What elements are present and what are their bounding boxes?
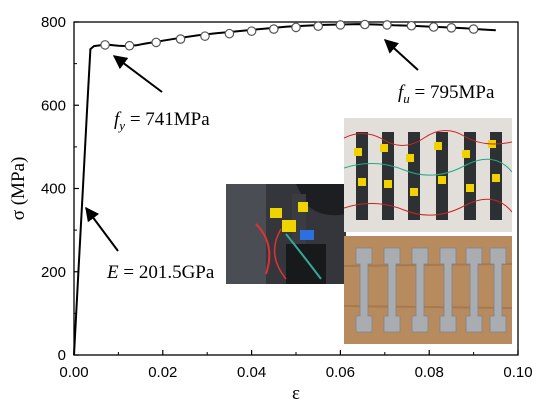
curve-marker (151, 37, 161, 48)
dog-bone-specimens-photo (344, 236, 512, 344)
curve-marker (175, 34, 186, 44)
fu-subscript: u (403, 91, 410, 106)
curve-marker (124, 40, 135, 51)
x-tick-label: 0.00 (59, 364, 88, 381)
x-tick-label: 0.10 (503, 364, 532, 381)
fy-subscript: y (117, 118, 125, 133)
plot-axes: 0.00 0.02 0.04 0.06 0.08 0.10 0 200 400 600 800 ε σ … (8, 14, 533, 404)
strain-gauge-specimens-drawing (344, 118, 512, 232)
curve-marker (268, 24, 279, 34)
curve-marker (446, 23, 457, 33)
y-tick-label: 600 (41, 97, 66, 114)
y-tick-label: 400 (41, 181, 66, 198)
modulus-symbol: E (106, 262, 119, 283)
y-tick-label: 200 (41, 264, 66, 281)
annotation-fu: fu = 795MPa (383, 39, 495, 106)
y-tick-label: 0 (58, 347, 66, 364)
modulus-arrow (85, 206, 119, 252)
x-tick-label: 0.08 (415, 364, 444, 381)
curve-marker (291, 22, 301, 33)
curve-marker (382, 20, 392, 30)
x-tick-label: 0.02 (148, 364, 177, 381)
test-setup-photo (226, 184, 346, 284)
fu-symbol: f (398, 82, 406, 103)
fy-value: = 741MPa (125, 109, 210, 130)
modulus-label: E = 201.5GPa (106, 262, 215, 283)
annotation-modulus: E = 201.5GPa (85, 206, 215, 283)
fu-label: fu = 795MPa (398, 82, 495, 106)
fu-arrow (383, 39, 419, 71)
curve-marker (406, 20, 417, 31)
curve-marker (468, 24, 479, 34)
x-tick-label: 0.06 (326, 364, 355, 381)
curve-marker (313, 21, 323, 31)
annotation-fy: fy = 741MPa (112, 55, 210, 133)
specimens-with-strain-gauges-photo (344, 118, 512, 232)
curve-marker (335, 20, 346, 30)
x-tick-label: 0.04 (237, 364, 266, 381)
data-layer (73, 19, 496, 356)
fy-symbol: f (114, 109, 122, 130)
curve-marker (360, 19, 370, 30)
curve-marker (246, 26, 257, 36)
modulus-value: = 201.5GPa (119, 262, 215, 283)
curve-marker (428, 22, 439, 32)
y-tick-label: 800 (41, 14, 66, 31)
fy-label: fy = 741MPa (114, 109, 210, 133)
x-axis-title: ε (292, 383, 300, 404)
curve-marker (200, 31, 210, 41)
y-axis-title: σ (MPa) (8, 157, 29, 221)
dog-bone-specimens-drawing (344, 236, 512, 344)
curve-marker (224, 28, 235, 39)
test-setup-drawing (226, 184, 346, 284)
fy-arrow (112, 55, 163, 93)
fu-value: = 795MPa (410, 82, 495, 103)
curve-marker (100, 40, 110, 50)
